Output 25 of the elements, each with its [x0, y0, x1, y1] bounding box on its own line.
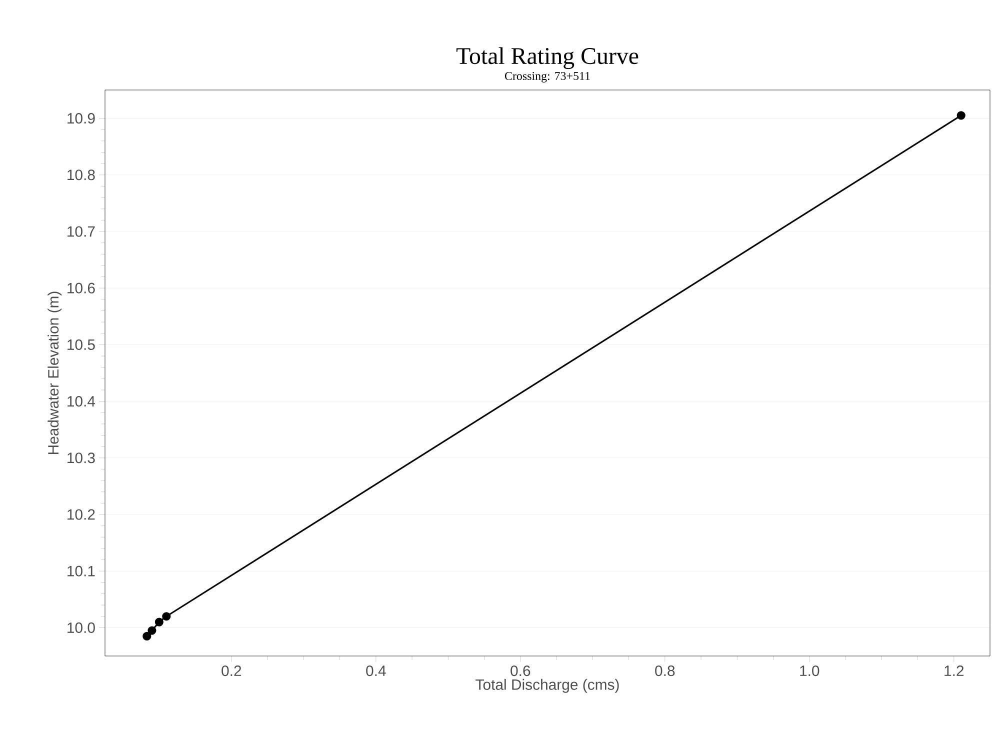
x-tick-label: 0.8 [655, 665, 675, 676]
x-tick-label: 0.2 [222, 665, 242, 676]
chart-title: Total Rating Curve [456, 47, 638, 69]
y-axis-title: Headwater Elevation (m) [48, 292, 62, 454]
y-tick-label: 10.7 [68, 226, 95, 237]
y-tick-label: 10.9 [68, 113, 95, 124]
y-tick-label: 10.3 [68, 452, 95, 464]
x-axis-title: Total Discharge (cms) [476, 678, 619, 693]
point [154, 618, 164, 626]
x-tick-label: 1.0 [800, 665, 820, 676]
y-tick-label: 10.1 [68, 566, 95, 576]
x-tick-label: 1.2 [944, 665, 964, 676]
x-tick-label: 0.4 [366, 665, 386, 676]
y-tick-label: 10.2 [68, 509, 95, 520]
point [162, 612, 171, 621]
y-tick-label: 10.6 [68, 282, 95, 294]
y-tick-label: 10.5 [68, 339, 95, 350]
y-tick-label: 10.4 [68, 396, 96, 407]
y-tick-label: 10.0 [68, 622, 95, 633]
point [142, 632, 152, 640]
point [956, 111, 966, 120]
chart-subtitle: Crossing: 73+511 [504, 72, 590, 82]
y-tick-label: 10.8 [68, 170, 95, 180]
point [148, 626, 156, 635]
x-tick-label: 0.6 [510, 665, 530, 676]
